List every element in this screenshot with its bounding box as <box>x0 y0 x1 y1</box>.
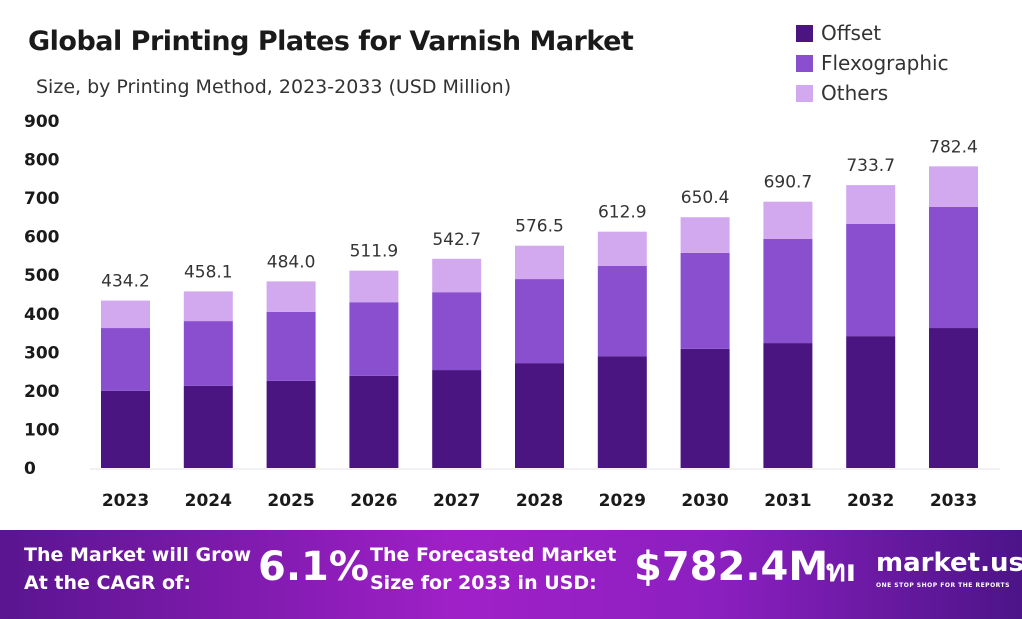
x-tick-label: 2032 <box>847 491 894 511</box>
y-tick-label: 900 <box>24 112 60 132</box>
legend-label: Offset <box>821 21 882 45</box>
bar-total-label: 690.7 <box>764 173 813 193</box>
bar-total-label: 484.0 <box>267 252 316 272</box>
bar-segment-flexographic <box>432 292 482 371</box>
chart-title: Global Printing Plates for Varnish Marke… <box>28 26 634 57</box>
bar-segment-offset <box>597 356 647 468</box>
bar-segment-flexographic <box>183 321 233 386</box>
bar-segment-offset <box>929 328 978 468</box>
bar-segment-others <box>349 270 399 303</box>
x-tick-label: 2030 <box>681 491 728 511</box>
legend-swatch <box>796 24 813 42</box>
bar-segment-offset <box>846 336 896 468</box>
bar-segment-offset <box>266 380 316 468</box>
y-tick-label: 100 <box>24 420 60 440</box>
forecast-label-2: Size for 2033 in USD: <box>370 572 597 594</box>
bar-total-label: 733.7 <box>846 156 895 176</box>
x-tick-label: 2025 <box>267 491 314 511</box>
bar-segment-flexographic <box>266 311 316 381</box>
x-tick-label: 2033 <box>930 491 977 511</box>
bar-segment-flexographic <box>101 328 150 391</box>
bar-segment-others <box>763 201 813 239</box>
bar-segment-flexographic <box>349 302 399 376</box>
summary-banner: The Market will Grow At the CAGR of: 6.1… <box>0 530 1022 619</box>
cagr-value: 6.1% <box>258 544 369 590</box>
bar-segment-others <box>515 245 564 280</box>
y-tick-label: 500 <box>24 266 60 286</box>
bar-segment-offset <box>101 390 150 468</box>
bar-total-label: 576.5 <box>515 217 564 237</box>
y-tick-label: 0 <box>24 459 36 479</box>
bar-segment-flexographic <box>597 265 647 357</box>
brand-logo-icon: ทı <box>826 554 857 589</box>
bar-segment-others <box>929 166 978 207</box>
bar-segment-offset <box>515 363 564 468</box>
bar-total-label: 612.9 <box>598 203 647 223</box>
x-tick-label: 2028 <box>516 491 563 511</box>
y-tick-label: 700 <box>24 189 60 209</box>
cagr-label-2: At the CAGR of: <box>24 572 191 594</box>
legend: Offset Flexographic Others <box>796 18 949 108</box>
bar-segment-offset <box>183 385 233 468</box>
bar-segment-flexographic <box>680 252 730 349</box>
brand-tagline: ONE STOP SHOP FOR THE REPORTS <box>876 582 1010 589</box>
bar-segment-flexographic <box>763 238 813 344</box>
legend-swatch <box>796 54 813 72</box>
forecast-value: $782.4M <box>634 544 829 590</box>
bar-segment-flexographic <box>929 206 978 329</box>
legend-item: Flexographic <box>796 48 949 78</box>
bar-segment-others <box>101 300 150 329</box>
y-tick-label: 600 <box>24 228 60 248</box>
x-tick-label: 2029 <box>599 491 646 511</box>
y-tick-label: 300 <box>24 343 60 363</box>
chart-plot: 0 100 200 300 400 500 600 700 800 900 434.2 2023 458… <box>24 112 1000 511</box>
x-tick-label: 2027 <box>433 491 480 511</box>
legend-item: Others <box>796 78 949 108</box>
legend-label: Others <box>821 81 889 105</box>
bar-segment-others <box>846 185 896 224</box>
bar-total-label: 458.1 <box>184 262 233 282</box>
bar-segment-flexographic <box>846 223 896 337</box>
legend-label: Flexographic <box>821 51 949 75</box>
bar-segment-offset <box>680 348 730 468</box>
bar-total-label: 650.4 <box>681 188 730 208</box>
bar-total-label: 434.2 <box>101 272 150 292</box>
legend-item: Offset <box>796 18 949 48</box>
x-tick-label: 2023 <box>102 491 149 511</box>
bar-total-label: 782.4 <box>929 137 978 157</box>
x-tick-label: 2031 <box>764 491 811 511</box>
x-tick-label: 2026 <box>350 491 397 511</box>
bar-segment-others <box>597 231 647 266</box>
forecast-label: The Forecasted Market <box>370 544 617 566</box>
bar-segment-offset <box>763 343 813 468</box>
x-tick-label: 2024 <box>185 491 232 511</box>
bar-total-label: 511.9 <box>350 242 399 262</box>
bar-segment-offset <box>349 375 399 468</box>
brand-name: market.us <box>876 548 1022 578</box>
y-tick-label: 200 <box>24 382 60 402</box>
legend-swatch <box>796 84 813 102</box>
bar-segment-others <box>266 281 316 312</box>
y-tick-label: 800 <box>24 151 60 171</box>
chart-subtitle: Size, by Printing Method, 2023-2033 (USD… <box>36 76 512 98</box>
bar-segment-others <box>680 217 730 253</box>
bar-segment-others <box>183 291 233 322</box>
bar-total-label: 542.7 <box>432 230 481 250</box>
bar-segment-others <box>432 258 482 293</box>
y-tick-label: 400 <box>24 305 60 325</box>
cagr-label: The Market will Grow <box>24 544 252 566</box>
bar-segment-offset <box>432 370 482 468</box>
bar-segment-flexographic <box>515 279 564 364</box>
